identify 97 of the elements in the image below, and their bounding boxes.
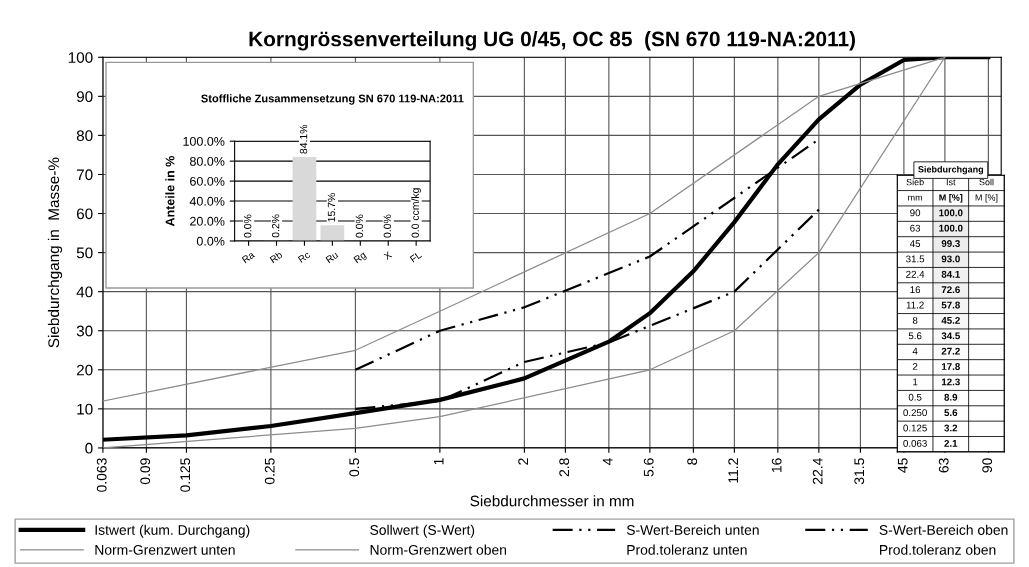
y-tick-label: 1	[913, 378, 918, 386]
text: Prod.toleranz unten	[627, 544, 747, 555]
data-label: 84.1%	[299, 124, 308, 154]
y-tick-label: 70	[76, 169, 93, 181]
data-label: 57.8	[941, 301, 960, 309]
y-tick-label: 0.250	[903, 409, 927, 417]
y-axis-title: Anteile in %	[165, 155, 175, 227]
data-label: 84.1	[941, 270, 960, 278]
y-tick-label: 0.063	[903, 439, 927, 447]
x-tick-label: 0.25	[264, 458, 275, 485]
data-label: 0.0 ccm/kg	[411, 188, 422, 238]
y-tick-label: 90	[910, 209, 921, 217]
y-tick-label: 0	[85, 442, 93, 454]
data-label: 2.1	[944, 439, 958, 447]
y-tick-label: 20	[76, 364, 93, 376]
data-label: 27.2	[941, 347, 960, 355]
x-tick-label: X	[383, 251, 393, 261]
x-tick-label: 0.09	[140, 458, 151, 485]
y-tick-label: 80.0%	[189, 156, 225, 166]
y-tick-label: 16	[910, 286, 921, 294]
legend-label: Istwert (kum. Durchgang)	[95, 524, 250, 538]
x-tick-label: Ist	[946, 179, 956, 186]
y-tick-label: 0.0%	[196, 236, 225, 246]
y-tick-label: 22.4	[906, 270, 925, 278]
x-tick-label: Rg	[353, 251, 368, 265]
y-tick-label: 100.0%	[183, 136, 225, 146]
y-tick-label: 50	[76, 247, 93, 259]
y-tick-label: 2	[912, 363, 918, 370]
x-tick-label: Ra	[241, 250, 256, 264]
data-label: 99.3	[941, 240, 960, 247]
data-label: 0.2%	[271, 214, 280, 238]
y-tick-label: 63	[910, 224, 921, 232]
text: Prod.toleranz oben	[880, 544, 996, 555]
y-tick-label: 11.2	[906, 301, 924, 309]
y-tick-label: 0.125	[903, 424, 927, 432]
chart-title: Siebdurchgang	[918, 165, 984, 175]
x-tick-label: 90	[982, 458, 993, 473]
legend-label: Norm-Grenzwert oben	[370, 544, 507, 555]
x-tick-label: 2.8	[559, 458, 570, 477]
data-label: 93.0	[941, 255, 960, 263]
y-tick-label: 40	[76, 286, 93, 298]
x-tick-label: 4	[602, 458, 613, 466]
x-tick-label: Ru	[325, 251, 339, 264]
data-label: 15.7%	[327, 193, 336, 222]
data-label: 17.8	[941, 363, 960, 370]
annotation: M [%]	[939, 194, 963, 203]
x-tick-label: Rb	[269, 250, 283, 264]
data-label: 12.3	[941, 378, 960, 386]
y-tick-label: 20.0%	[190, 216, 225, 226]
text: Sollwert (S-Wert)	[370, 524, 475, 538]
annotation: Sieb	[906, 178, 924, 186]
data-label: 100.0	[939, 209, 963, 217]
x-tick-label: 16	[771, 458, 782, 473]
data-label: 34.5	[941, 332, 960, 340]
data-label: 45.2	[941, 316, 960, 324]
y-tick-label: 10	[77, 403, 93, 415]
x-tick-label: 22.4	[812, 458, 823, 484]
legend-label: S-Wert-Bereich oben	[879, 524, 1008, 535]
x-tick-label: 0.5	[349, 458, 360, 477]
legend-label: Norm-Grenzwert unten	[95, 544, 235, 555]
x-tick-label: Soll	[979, 178, 994, 186]
y-tick-label: 60	[76, 208, 93, 220]
x-tick-label: 31.5	[854, 458, 865, 485]
y-axis-title: Siebdurchgang in Masse-%	[47, 157, 63, 348]
data-label: 5.6	[944, 409, 958, 417]
x-tick-label: 2	[518, 458, 528, 465]
y-tick-label: 45	[909, 240, 921, 247]
x-tick-label: 11.2	[728, 458, 738, 483]
y-tick-label: 60.0%	[190, 176, 225, 186]
y-tick-label: 8	[912, 316, 918, 324]
legend-label: S-Wert-Bereich unten	[626, 524, 759, 535]
data-label: 8.9	[944, 393, 958, 401]
x-tick-label: 5.6	[643, 458, 654, 477]
y-tick-label: 90	[76, 91, 93, 103]
y-tick-label: 0.5	[908, 393, 922, 401]
data-label: 72.6	[941, 286, 960, 294]
y-tick-label: 30	[76, 325, 93, 337]
data-label: 100.0	[939, 224, 963, 232]
data-label: 0.0%	[383, 214, 392, 238]
y-tick-label: 100	[68, 52, 93, 63]
chart-title: Korngrössenverteilung UG 0/45, OC 85 (SN 670 119-NA:2011)	[249, 31, 855, 51]
x-tick-label: FL	[409, 251, 422, 263]
chart-title: Stoffliche Zusammensetzung SN 670 119-NA:2011	[201, 94, 464, 105]
y-tick-label: 5.6	[908, 332, 922, 340]
data-label: 0.0%	[244, 214, 252, 238]
data-label: 0.0%	[355, 214, 364, 238]
x-tick-label: 8	[687, 458, 698, 465]
x-axis-title: Siebdurchmesser in mm	[470, 495, 634, 507]
annotation: mm	[908, 195, 923, 201]
data-label: 3.2	[944, 424, 958, 432]
y-tick-label: 80	[76, 130, 93, 142]
x-tick-label: Rc	[297, 251, 311, 263]
annotation: M [%]	[975, 194, 998, 203]
y-tick-label: 4	[912, 347, 918, 355]
x-tick-label: 1	[433, 458, 444, 465]
x-tick-label: 63	[938, 458, 949, 473]
y-tick-label: 40.0%	[189, 196, 225, 206]
